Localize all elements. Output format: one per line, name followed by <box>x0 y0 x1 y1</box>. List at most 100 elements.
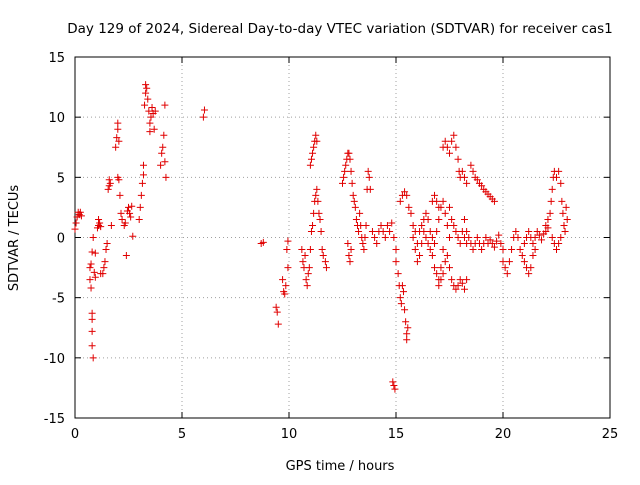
data-point <box>161 158 169 166</box>
data-point <box>454 282 462 290</box>
data-point <box>162 173 170 181</box>
data-point <box>388 219 396 227</box>
data-point <box>420 227 428 235</box>
data-point <box>356 209 364 217</box>
data-point <box>413 258 421 266</box>
data-point <box>272 303 280 311</box>
data-point <box>531 246 539 254</box>
data-point <box>344 240 352 248</box>
data-point <box>482 234 490 241</box>
data-point <box>301 252 309 260</box>
data-point <box>315 209 323 217</box>
data-point <box>508 246 516 254</box>
data-point <box>460 215 468 223</box>
data-point <box>346 258 354 266</box>
data-point <box>518 252 526 260</box>
data-point <box>142 81 150 89</box>
data-point <box>76 208 84 216</box>
data-point <box>439 270 447 278</box>
data-point <box>90 268 98 276</box>
data-point <box>562 203 570 211</box>
y-tick-label: 10 <box>48 111 65 126</box>
data-point <box>146 128 154 136</box>
data-point <box>306 161 314 169</box>
data-point <box>128 202 136 210</box>
data-point <box>319 252 327 260</box>
data-point <box>394 270 402 278</box>
data-point <box>145 107 153 115</box>
data-point <box>544 215 552 223</box>
data-point <box>303 282 311 290</box>
data-point <box>361 234 369 241</box>
data-point <box>548 234 556 241</box>
y-axis-label: SDTVAR / TECUs <box>7 185 22 292</box>
x-tick-label: 5 <box>178 427 186 442</box>
data-point <box>161 101 169 109</box>
data-point <box>546 209 554 217</box>
data-point <box>557 234 565 241</box>
data-point <box>135 215 143 223</box>
data-point <box>348 179 356 187</box>
data-point <box>373 240 381 248</box>
data-point <box>512 227 520 235</box>
data-point <box>273 308 281 316</box>
data-point <box>452 227 460 235</box>
data-point <box>368 227 376 235</box>
data-point <box>88 309 96 317</box>
data-point <box>199 113 207 121</box>
data-point <box>309 221 317 229</box>
data-point <box>488 240 496 248</box>
data-point <box>139 171 147 179</box>
x-tick-label: 20 <box>495 427 512 442</box>
data-point <box>87 284 95 292</box>
data-point <box>463 227 471 235</box>
data-point <box>71 225 79 233</box>
data-point <box>433 227 441 235</box>
data-point <box>342 161 350 169</box>
data-point <box>310 143 318 151</box>
data-point <box>142 89 150 97</box>
data-point <box>298 246 306 254</box>
data-point <box>561 227 569 235</box>
data-point <box>446 203 453 211</box>
x-axis-label: GPS time / hours <box>286 459 395 474</box>
data-point <box>366 185 374 193</box>
data-point <box>520 240 528 248</box>
data-point <box>458 167 466 175</box>
data-point <box>441 209 449 217</box>
data-point <box>441 258 449 266</box>
data-point <box>409 234 417 241</box>
data-point <box>88 248 96 256</box>
data-point <box>548 185 556 193</box>
data-point <box>346 155 354 163</box>
data-point <box>86 264 94 272</box>
data-point <box>359 240 367 248</box>
data-point <box>407 209 415 217</box>
data-point <box>418 240 426 248</box>
data-point <box>416 252 424 260</box>
data-point <box>114 119 122 127</box>
data-point <box>443 221 451 229</box>
data-point <box>113 134 121 142</box>
data-point <box>102 246 110 254</box>
data-point <box>381 234 389 241</box>
x-tick-label: 10 <box>281 427 298 442</box>
data-point <box>463 276 471 284</box>
data-point <box>158 149 166 157</box>
data-point <box>398 282 406 290</box>
data-point <box>141 101 149 109</box>
data-point <box>316 215 324 223</box>
data-point <box>538 236 546 244</box>
data-point <box>365 173 373 181</box>
data-point <box>77 212 85 220</box>
data-point <box>490 243 498 251</box>
data-point <box>469 167 477 175</box>
data-point <box>433 270 441 278</box>
data-point <box>159 143 167 151</box>
data-point <box>160 131 168 139</box>
data-point <box>112 143 120 151</box>
data-point <box>115 176 123 184</box>
data-point <box>104 185 112 193</box>
x-tick-label: 0 <box>71 427 79 442</box>
